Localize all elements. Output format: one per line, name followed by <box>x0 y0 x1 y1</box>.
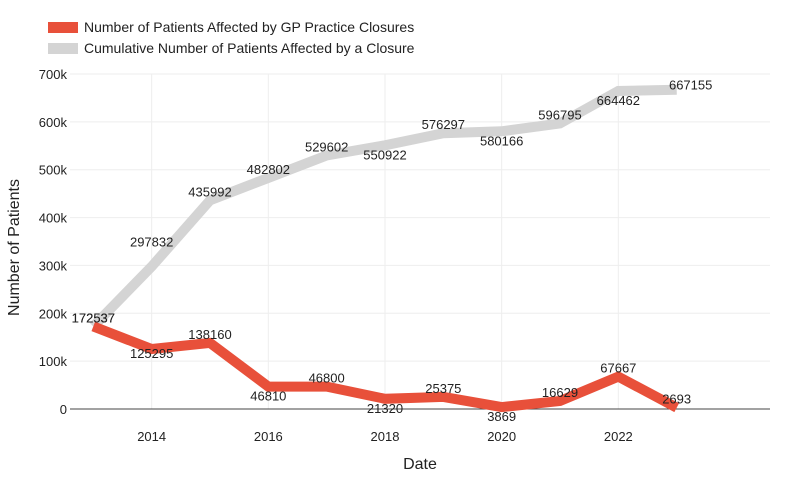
legend-swatch-closures <box>48 22 78 33</box>
x-tick-label: 2014 <box>137 429 166 444</box>
cumulative-data-label: 529602 <box>305 140 348 155</box>
y-tick-label: 600k <box>39 115 68 130</box>
cumulative-series-line <box>89 84 677 330</box>
y-tick-label: 0 <box>60 402 67 417</box>
closures-data-label: 16629 <box>542 385 578 400</box>
legend: Number of Patients Affected by GP Practi… <box>48 19 415 56</box>
y-axis-title: Number of Patients <box>6 179 23 316</box>
y-tick-label: 200k <box>39 306 68 321</box>
cumulative-data-label: 580166 <box>480 133 523 148</box>
x-tick-label: 2022 <box>604 429 633 444</box>
closures-data-label: 67667 <box>600 361 636 376</box>
legend-swatch-cumulative <box>48 43 78 54</box>
closures-data-label: 25375 <box>425 381 461 396</box>
y-tick-label: 100k <box>39 354 68 369</box>
cumulative-data-label: 664462 <box>597 93 640 108</box>
closures-data-label: 172537 <box>72 310 115 325</box>
x-tick-label: 2016 <box>254 429 283 444</box>
y-tick-label: 700k <box>39 67 68 82</box>
closures-series-line <box>91 321 680 413</box>
closures-data-label: 21320 <box>367 401 403 416</box>
x-axis: 2014 2016 2018 2020 2022 <box>137 429 633 444</box>
x-axis-title: Date <box>403 456 437 473</box>
closures-data-label: 46800 <box>309 371 345 386</box>
closures-data-label: 46810 <box>250 389 286 404</box>
y-tick-label: 500k <box>39 163 68 178</box>
x-tick-label: 2018 <box>371 429 400 444</box>
y-tick-label: 300k <box>39 258 68 273</box>
cumulative-data-label: 576297 <box>422 117 465 132</box>
cumulative-data-label: 550922 <box>363 147 406 162</box>
cumulative-data-label: 596795 <box>538 107 581 122</box>
data-labels: 172537 125295 138160 46810 46800 21320 25375 38… <box>72 78 713 424</box>
closures-data-label: 125295 <box>130 346 173 361</box>
closures-data-label: 138160 <box>188 327 231 342</box>
y-axis: 0 100k 200k 300k 400k 500k 600k 700k <box>39 67 68 417</box>
legend-label-closures: Number of Patients Affected by GP Practi… <box>84 19 414 35</box>
cumulative-data-label: 297832 <box>130 234 173 249</box>
closures-data-label: 3869 <box>487 409 516 424</box>
x-tick-label: 2020 <box>487 429 516 444</box>
cumulative-data-label: 435992 <box>188 184 231 199</box>
legend-label-cumulative: Cumulative Number of Patients Affected b… <box>84 40 415 56</box>
cumulative-data-label: 172537 <box>72 310 115 325</box>
closures-data-label: 2693 <box>662 392 691 407</box>
cumulative-data-label: 667155 <box>669 78 712 93</box>
series-lines <box>89 84 680 413</box>
y-tick-label: 400k <box>39 211 68 226</box>
cumulative-data-label: 482802 <box>247 162 290 177</box>
